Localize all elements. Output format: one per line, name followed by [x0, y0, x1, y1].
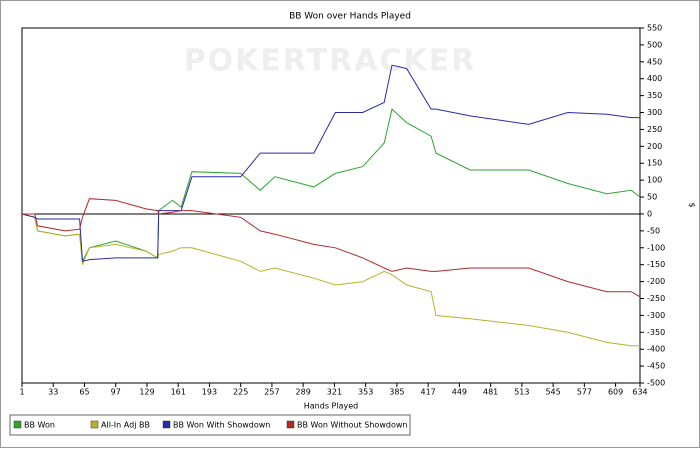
y-tick-label: 550 — [647, 24, 662, 33]
legend-label: BB Won — [24, 421, 55, 430]
x-axis-label: Hands Played — [304, 402, 358, 411]
series-line — [21, 213, 640, 347]
x-tick-label: 129 — [139, 388, 154, 397]
y-tick-label: -50 — [647, 226, 660, 235]
y-tick-label: -150 — [647, 260, 665, 269]
x-tick-label: 33 — [48, 388, 58, 397]
y-tick-label: 500 — [647, 40, 662, 49]
y-tick-label: -250 — [647, 294, 665, 303]
x-tick-label: 97 — [111, 388, 121, 397]
y-tick-label: 50 — [647, 193, 657, 202]
x-tick-label: 577 — [577, 388, 592, 397]
x-tick-label: 545 — [545, 388, 560, 397]
legend-label: BB Won With Showdown — [173, 421, 270, 430]
legend-swatch — [162, 420, 171, 429]
plot-area — [21, 27, 641, 384]
y-tick-label: -400 — [647, 345, 665, 354]
x-tick-label: 161 — [171, 388, 186, 397]
y-tick-label: 0 — [647, 209, 652, 218]
y-tick-label: 250 — [647, 125, 662, 134]
chart-title: BB Won over Hands Played — [289, 12, 411, 22]
y-tick-label: 450 — [647, 57, 662, 66]
x-tick-label: 609 — [608, 388, 623, 397]
y-tick-label: -450 — [647, 362, 665, 371]
legend-swatch — [286, 420, 295, 429]
x-tick-label: 634 — [632, 388, 647, 397]
y-tick-label: 100 — [647, 176, 662, 185]
legend — [9, 414, 411, 436]
watermark: POKERTRACKER — [184, 44, 477, 79]
y-tick-label: -200 — [647, 277, 665, 286]
x-tick-label: 65 — [79, 388, 89, 397]
y-tick-label: 350 — [647, 91, 662, 100]
x-tick-label: 321 — [327, 388, 342, 397]
legend-swatch — [13, 420, 22, 429]
y-axis-label: $ — [688, 202, 697, 207]
x-tick-label: 225 — [233, 388, 248, 397]
x-tick-label: 385 — [389, 388, 404, 397]
y-tick-label: 300 — [647, 108, 662, 117]
x-tick-label: 449 — [452, 388, 467, 397]
x-tick-label: 513 — [514, 388, 529, 397]
series-line — [22, 198, 641, 298]
y-tick-label: -500 — [647, 379, 665, 388]
x-tick-label: 1 — [19, 388, 24, 397]
y-tick-label: -300 — [647, 311, 665, 320]
x-tick-label: 481 — [483, 388, 498, 397]
y-tick-label: -100 — [647, 243, 665, 252]
x-tick-label: 257 — [264, 388, 279, 397]
y-tick-label: 200 — [647, 142, 662, 151]
legend-label: All-In Adj BB — [101, 421, 150, 430]
legend-label: BB Won Without Showdown — [297, 421, 407, 430]
x-tick-label: 353 — [358, 388, 373, 397]
y-tick-label: 150 — [647, 159, 662, 168]
x-tick-label: 289 — [296, 388, 311, 397]
y-tick-label: -350 — [647, 328, 665, 337]
x-tick-label: 193 — [202, 388, 217, 397]
legend-swatch — [90, 420, 99, 429]
y-tick-label: 400 — [647, 74, 662, 83]
x-tick-label: 417 — [421, 388, 436, 397]
series-line — [21, 64, 640, 262]
